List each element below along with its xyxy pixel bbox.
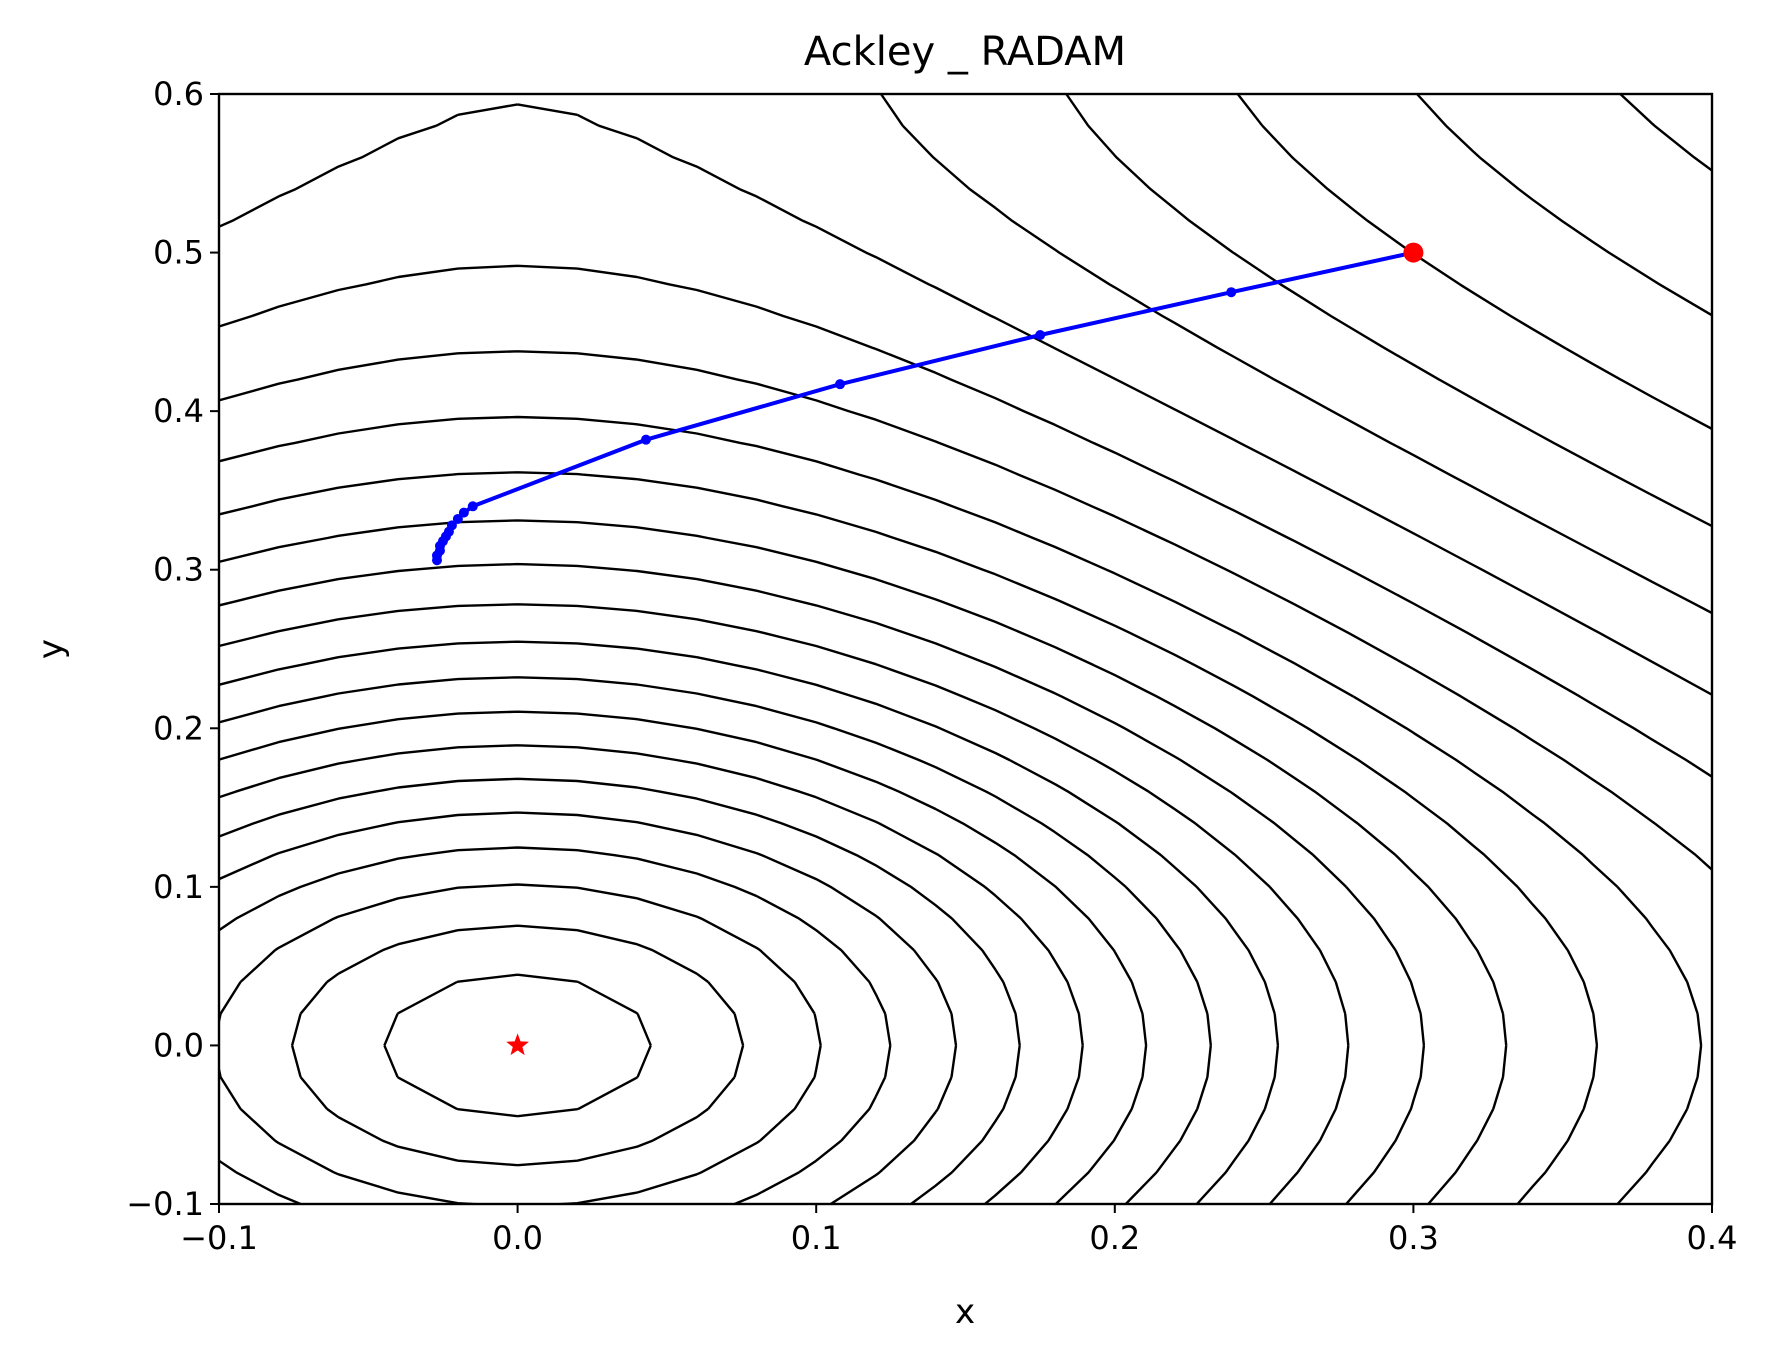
contour-line [219, 103, 1712, 697]
trajectory-point [640, 434, 651, 445]
x-tick-label: 0.1 [791, 1219, 842, 1257]
contour-line [219, 640, 1280, 1204]
y-axis-label: y [31, 639, 71, 659]
contour-line [1415, 94, 1712, 317]
y-tick-label: 0.1 [153, 868, 204, 906]
contour-line [1064, 94, 1712, 528]
contour-line [219, 710, 1148, 1204]
trajectory-point [458, 507, 469, 518]
trajectory-point [431, 555, 442, 566]
y-tick-label: 0.4 [153, 392, 204, 430]
contour-line [219, 519, 1508, 1204]
y-tick-label: 0.2 [153, 709, 204, 747]
trajectory-point [1035, 330, 1046, 341]
contour-line [219, 777, 1021, 1204]
contour-line [879, 94, 1712, 615]
contour-line [219, 811, 958, 1204]
x-tick-label: 0.3 [1388, 1219, 1439, 1257]
contour-line [219, 603, 1350, 1204]
contour-line [219, 562, 1426, 1204]
y-tick-label: 0.6 [153, 75, 204, 113]
y-tick-label: 0.5 [153, 234, 204, 272]
x-tick-label: −0.1 [180, 1219, 258, 1257]
contour-line [290, 924, 745, 1167]
y-tick-label: −0.1 [126, 1185, 204, 1223]
x-axis-label: x [955, 1292, 975, 1332]
contour-line [219, 415, 1703, 1204]
contour-line [1236, 94, 1712, 431]
chart-title: Ackley _ RADAM [804, 29, 1126, 75]
contour-line [219, 744, 1084, 1204]
contour-line [219, 350, 1712, 872]
y-axis-ticks: −0.1 0.0 0.1 0.2 0.3 0.4 0.5 0.6 [126, 75, 219, 1223]
y-tick-label: 0.3 [153, 551, 204, 589]
trajectory-point [835, 379, 846, 390]
x-tick-label: 0.4 [1687, 1219, 1738, 1257]
start-point [1403, 242, 1424, 263]
global-minimum-star [506, 1033, 529, 1056]
trajectory-point [467, 501, 478, 512]
contour-line [1618, 94, 1712, 172]
trajectory-line [435, 250, 1416, 563]
contour-lines [219, 94, 1712, 1204]
contour-line [219, 471, 1599, 1204]
contour-line [219, 846, 892, 1204]
trajectory-point [1226, 287, 1237, 298]
optimizer-trajectory [431, 242, 1424, 1056]
contour-line [219, 676, 1212, 1204]
contour-line [383, 973, 652, 1118]
y-tick-label: 0.0 [153, 1026, 204, 1064]
x-tick-label: 0.2 [1089, 1219, 1140, 1257]
contour-line [219, 264, 1712, 779]
x-axis-ticks: −0.1 0.0 0.1 0.2 0.3 0.4 [180, 1204, 1737, 1257]
plot-frame [217, 92, 1714, 1206]
x-tick-label: 0.0 [492, 1219, 543, 1257]
trajectory-point [452, 513, 463, 524]
